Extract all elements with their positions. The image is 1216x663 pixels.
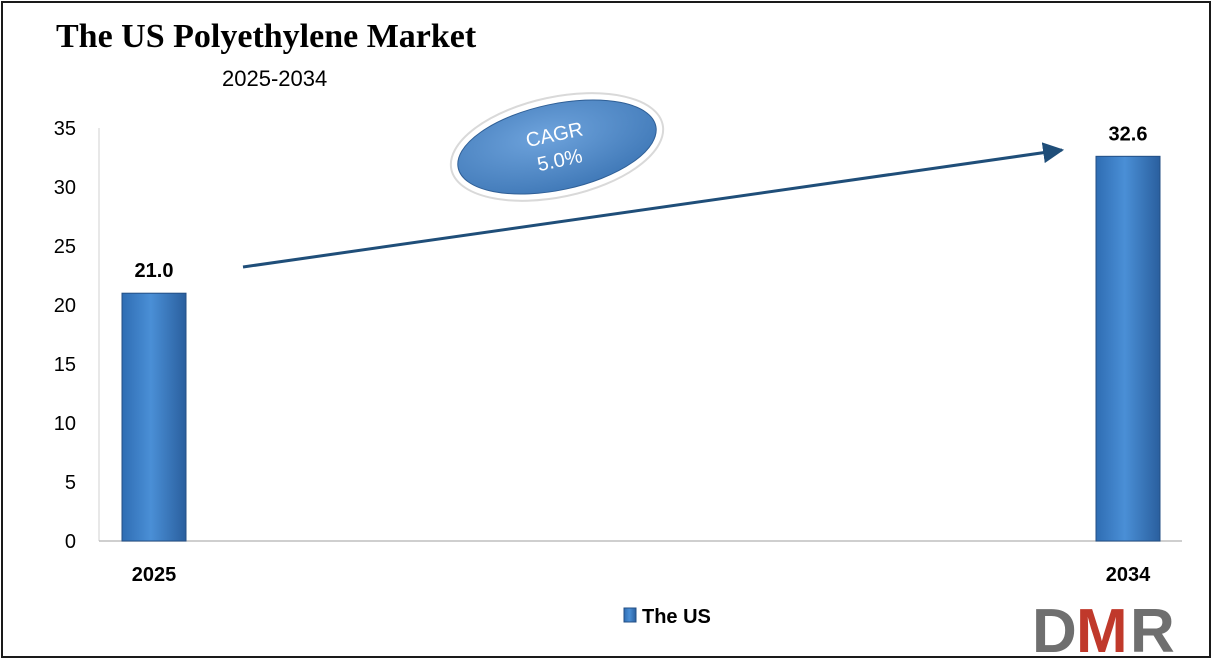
y-tick-label: 0 bbox=[65, 531, 76, 553]
y-tick-label: 15 bbox=[54, 354, 76, 376]
data-labels: 21.0 32.6 bbox=[135, 123, 1148, 282]
legend-label: The US bbox=[642, 606, 711, 628]
x-tick-label: 2025 bbox=[132, 564, 177, 586]
y-tick-label: 5 bbox=[65, 472, 76, 494]
x-axis-labels: 2025 2034 bbox=[132, 564, 1151, 586]
data-label-2034: 32.6 bbox=[1109, 123, 1148, 145]
growth-arrow bbox=[242, 142, 1065, 269]
y-tick-label: 25 bbox=[54, 236, 76, 258]
y-tick-label: 10 bbox=[54, 413, 76, 435]
logo-m: M bbox=[1076, 597, 1128, 663]
y-axis-ticks: 0 5 10 15 20 25 30 35 bbox=[54, 118, 76, 553]
data-label-2025: 21.0 bbox=[135, 260, 174, 282]
y-tick-label: 30 bbox=[54, 177, 76, 199]
chart-subtitle: 2025-2034 bbox=[222, 66, 328, 91]
dmr-logo: D M R bbox=[1032, 597, 1175, 663]
logo-d: D bbox=[1032, 597, 1077, 663]
bars bbox=[121, 155, 1161, 542]
legend-swatch bbox=[623, 607, 637, 623]
logo-r: R bbox=[1130, 597, 1175, 663]
y-tick-label: 20 bbox=[54, 295, 76, 317]
bar-2034 bbox=[1095, 155, 1161, 542]
bar-2025 bbox=[121, 292, 187, 542]
x-tick-label: 2034 bbox=[1106, 564, 1151, 586]
legend: The US bbox=[623, 606, 711, 628]
y-tick-label: 35 bbox=[54, 118, 76, 140]
cagr-badge: CAGR 5.0% bbox=[449, 92, 665, 202]
chart-title: The US Polyethylene Market bbox=[56, 18, 477, 55]
